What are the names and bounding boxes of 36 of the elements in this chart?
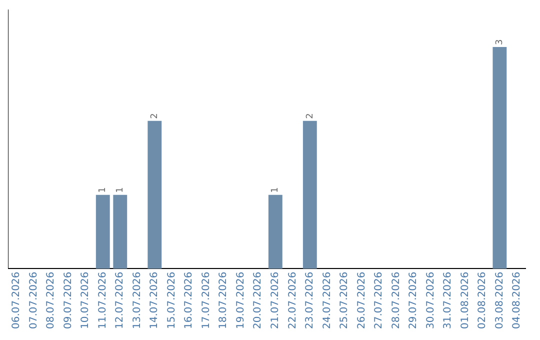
data-label: 1 [115,187,126,193]
x-tick-label: 17.07.2026 [200,272,212,330]
data-label: 3 [495,39,506,45]
x-tick-label: 12.07.2026 [114,272,126,330]
data-label: 1 [270,187,281,193]
x-tick-label: 21.07.2026 [270,272,281,330]
x-tick-label: 04.08.2026 [512,272,523,330]
x-tick-label: 01.08.2026 [460,272,471,330]
x-tick-label: 13.07.2026 [132,272,143,330]
x-tick-label: 20.07.2026 [252,272,264,330]
x-tick-label: 26.07.2026 [356,272,368,330]
x-tick-label: 15.07.2026 [166,272,178,330]
x-tick-label: 31.07.2026 [442,272,454,330]
x-tick-label: 19.07.2026 [235,272,246,330]
x-tick-label: 27.07.2026 [374,272,385,330]
x-tick-label: 30.07.2026 [425,272,436,330]
x-tick-label: 28.07.2026 [390,272,402,330]
x-tick-label: 22.07.2026 [287,272,298,330]
x-tick-label: 11.07.2026 [97,272,108,330]
x-tick-label: 03.08.2026 [494,272,506,330]
x-tick-label: 29.07.2026 [408,272,420,330]
x-tick-label: 08.07.2026 [46,272,57,330]
data-label: 2 [150,113,160,119]
x-tick-label: 23.07.2026 [304,272,316,330]
x-tick-label: 25.07.2026 [339,272,350,330]
x-tick-label: 09.07.2026 [62,272,74,330]
x-tick-label: 18.07.2026 [218,272,230,330]
x-tick-label: 06.07.2026 [11,272,22,330]
x-tick-label: 14.07.2026 [149,272,160,330]
x-tick-label: 24.07.2026 [322,272,333,330]
x-tick-label: 10.07.2026 [80,272,92,330]
x-tick-label: 02.08.2026 [477,272,488,330]
data-label: 2 [305,113,316,119]
x-tick-label: 07.07.2026 [28,272,40,330]
data-label: 1 [98,187,108,193]
x-tick-label: 16.07.2026 [184,272,195,330]
